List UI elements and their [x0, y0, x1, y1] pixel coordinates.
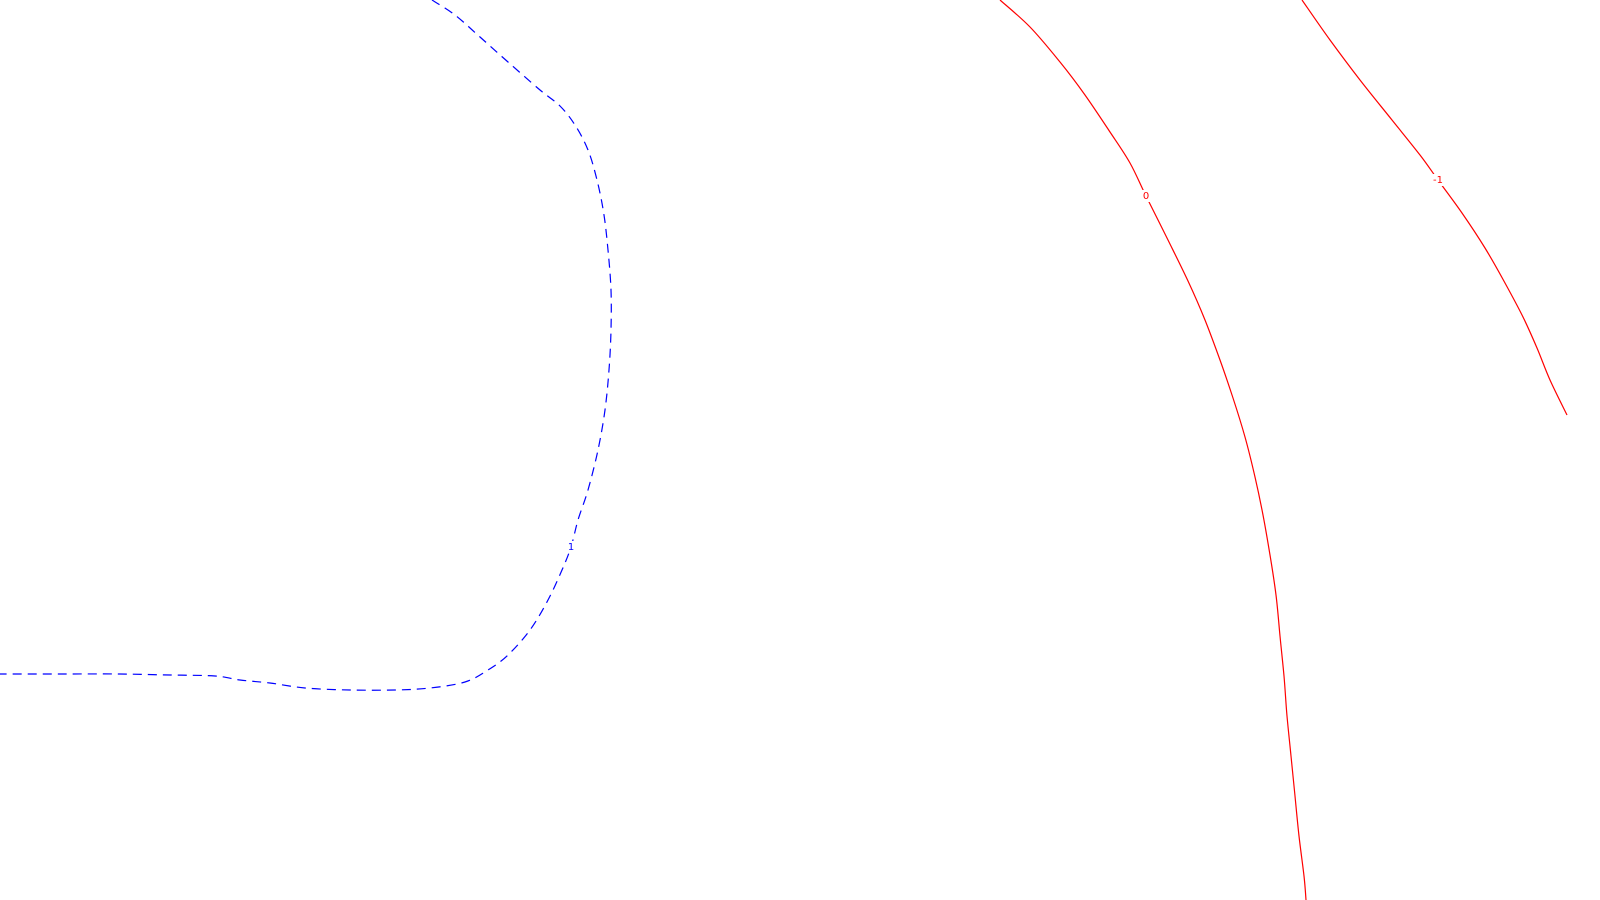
- contour-level-label: 0: [1143, 191, 1149, 202]
- contour-level-label: -1: [1433, 175, 1443, 186]
- contour-level-label: 1: [568, 542, 574, 553]
- contour-line-level-neg1: [1301, 0, 1568, 416]
- contour-label-background: [565, 541, 577, 553]
- contour-labels-group: 1 0 -1: [565, 174, 1447, 553]
- contour-line-level-1: [0, 0, 612, 691]
- contour-label-background: [1429, 174, 1447, 186]
- contour-line-level-0: [999, 0, 1307, 900]
- contour-label-background: [1140, 190, 1152, 202]
